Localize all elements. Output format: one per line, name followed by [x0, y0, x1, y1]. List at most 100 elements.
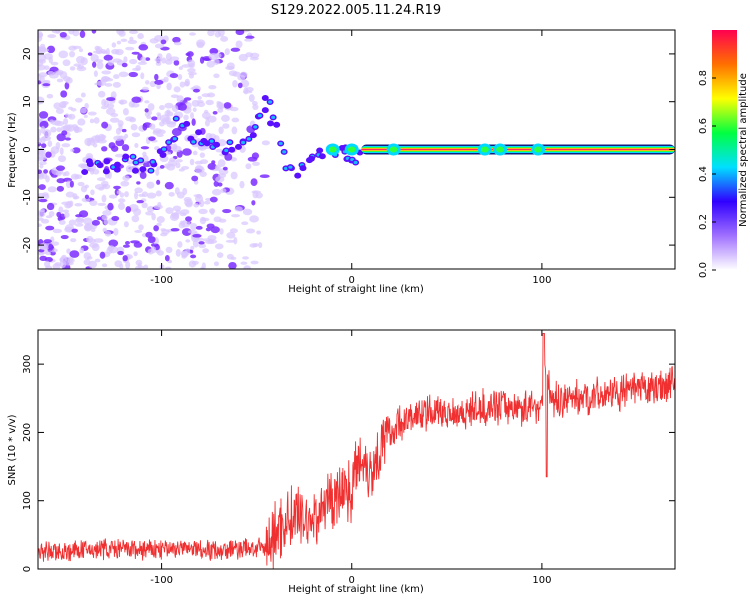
spectrogram-speckle — [133, 241, 143, 248]
spectrogram-speckle — [84, 222, 93, 231]
spectrogram-xtick-label: -100 — [150, 275, 173, 286]
spectrogram-speckle — [38, 59, 44, 67]
spectrogram-ridge-core — [138, 158, 143, 162]
spectrogram-speckle — [244, 38, 253, 42]
spectrogram-ridge-core — [271, 115, 276, 120]
spectrogram-speckle — [190, 254, 197, 259]
spectrogram-speckle — [190, 222, 198, 231]
spectrogram-speckle — [185, 216, 193, 222]
snr-series-line — [38, 332, 675, 569]
spectrogram-speckle — [259, 174, 270, 179]
spectrogram-speckle — [69, 250, 80, 258]
spectrogram-speckle — [252, 190, 259, 199]
spectrogram-speckle — [245, 35, 255, 40]
spectrogram-speckle — [134, 142, 139, 148]
snr-ylabel: SNR (10 * v/v) — [7, 414, 18, 485]
spectrogram-speckle — [144, 108, 149, 113]
spectrogram-speckle — [151, 213, 156, 221]
spectrogram-speckle — [215, 176, 225, 183]
spectrogram-speckle — [59, 31, 67, 38]
spectrogram-speckle — [38, 223, 42, 228]
spectrogram-speckle — [179, 220, 186, 226]
spectrogram-ridge-blob — [113, 166, 121, 173]
spectrogram-ridge-blob — [122, 153, 130, 160]
spectrogram-speckle — [87, 238, 96, 244]
spectrogram-ridge-core — [241, 140, 246, 145]
spectrogram-speckle — [77, 118, 86, 126]
colorbar-tick-label: 0.0 — [698, 262, 709, 278]
spectrogram-speckle — [250, 178, 258, 187]
spectrogram-speckle — [58, 50, 69, 59]
spectrogram-speckle — [75, 217, 85, 224]
spectrogram-speckle — [48, 56, 53, 64]
spectrogram-speckle — [90, 135, 101, 144]
spectrogram-speckle — [71, 124, 78, 129]
spectrogram-speckle — [55, 141, 61, 150]
spectrogram-speckle — [125, 261, 131, 269]
spectrogram-ridge-blob — [234, 143, 242, 150]
spectrogram-speckle — [142, 86, 149, 91]
spectrogram-speckle — [47, 186, 57, 193]
spectrogram-speckle — [103, 54, 113, 61]
spectrogram-speckle — [155, 190, 162, 197]
spectrogram-speckle — [94, 258, 101, 263]
spectrogram-ridge-core — [172, 137, 177, 141]
spectrogram-speckle — [101, 180, 109, 187]
spectrogram-speckle — [104, 83, 113, 87]
spectrogram-speckle — [131, 132, 141, 138]
spectrogram-speckle — [104, 230, 112, 237]
spectrogram-ridge-blob — [81, 169, 89, 176]
spectrogram-speckle — [213, 180, 219, 187]
spectrogram-speckle — [38, 198, 48, 203]
spectrogram-ytick-label: -10 — [22, 189, 33, 205]
spectrogram-speckle — [38, 184, 46, 190]
spectrogram-speckle — [113, 74, 120, 80]
colorbar: 0.0 0.2 0.4 0.6 0.8 Normalized spectral ampl… — [698, 30, 749, 278]
spectrogram-speckle — [62, 171, 67, 177]
spectrogram-speckle — [198, 241, 205, 245]
spectrogram-speckle — [166, 121, 177, 128]
spectrogram-speckle — [154, 73, 159, 81]
spectrogram-ridge-core — [174, 116, 179, 121]
spectrogram-speckle — [248, 94, 255, 103]
spectrogram-speckle — [45, 251, 52, 256]
spectrogram-speckle — [51, 30, 61, 34]
spectrogram-speckle — [124, 133, 129, 139]
spectrogram-speckle — [98, 90, 106, 98]
spectrogram-speckle — [174, 187, 180, 195]
spectrogram-speckle — [101, 194, 107, 203]
spectrogram-speckle — [214, 31, 221, 38]
spectrogram-speckle — [233, 236, 238, 245]
spectrogram-speckle — [196, 41, 205, 49]
spectrogram-ylabel: Frequency (Hz) — [7, 112, 18, 188]
spectrogram-speckle — [156, 216, 165, 224]
spectrogram-speckle — [143, 264, 149, 269]
spectrogram-speckle — [146, 192, 157, 199]
spectrogram-speckle — [203, 109, 209, 114]
spectrogram-speckle — [120, 38, 128, 43]
spectrogram-speckle — [239, 71, 248, 78]
spectrogram-speckle — [52, 263, 61, 269]
spectrogram-speckle — [164, 254, 170, 262]
spectrogram-speckle — [78, 210, 89, 218]
spectrogram-speckle — [181, 228, 192, 236]
spectrogram-speckle — [188, 73, 195, 79]
spectrogram-speckle — [169, 56, 180, 61]
spectrogram-speckle — [144, 100, 150, 104]
spectrogram-speckle — [60, 234, 69, 240]
spectrogram-speckle — [156, 179, 161, 185]
spectrogram-speckle — [116, 190, 122, 195]
spectrogram-ridge-blob — [294, 172, 302, 179]
spectrogram-speckle — [199, 171, 207, 178]
spectrogram-speckle — [206, 223, 215, 229]
spectrogram-speckle — [87, 111, 97, 116]
spectrogram-speckle — [72, 193, 78, 200]
spectrogram-speckle — [107, 202, 114, 211]
spectrogram-xtick-label: 0 — [349, 275, 355, 286]
spectrogram-speckle — [40, 208, 46, 213]
spectrogram-speckle — [93, 238, 104, 243]
spectrogram-speckle — [151, 116, 158, 121]
spectrogram-speckle — [154, 57, 163, 62]
spectrogram-speckle — [83, 252, 92, 260]
